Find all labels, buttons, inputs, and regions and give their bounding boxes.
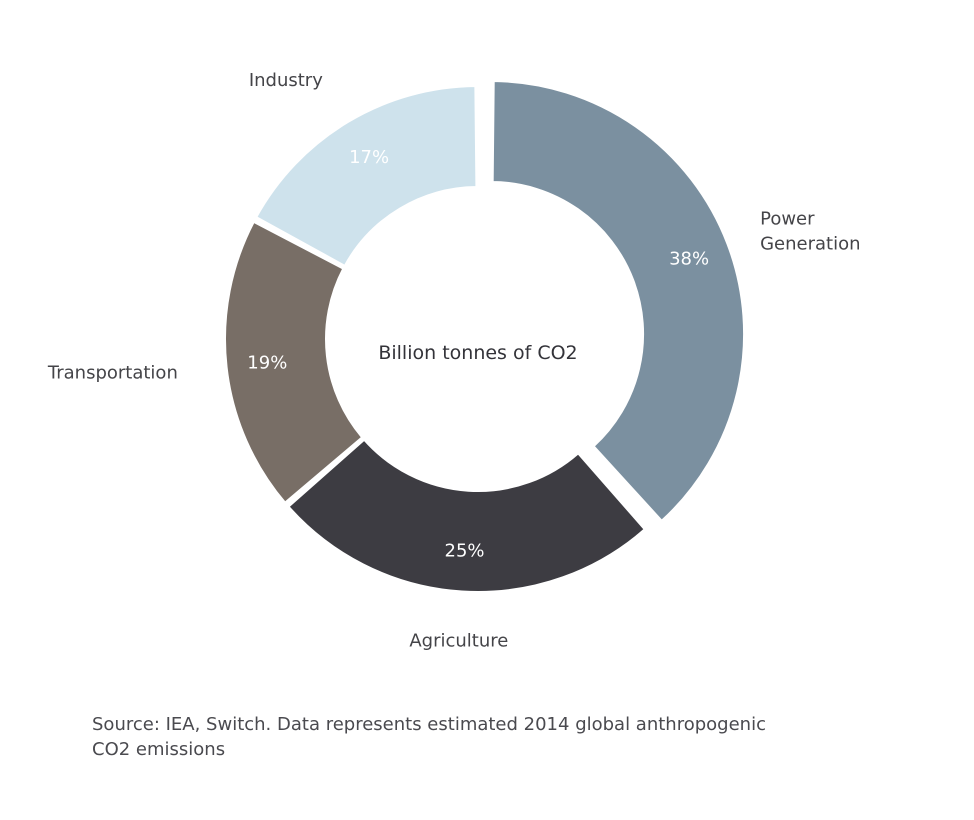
slice-category-label-transportation: Transportation	[47, 362, 178, 383]
center-label: Billion tonnes of CO2	[378, 342, 577, 364]
slice-category-label-industry: Industry	[249, 70, 323, 91]
category-labels-layer: Power Generation Agriculture Transportation…	[47, 70, 861, 652]
slice-value-label-transportation: 19%	[247, 352, 287, 373]
slice-value-label-agriculture: 25%	[445, 541, 485, 562]
slice-category-label-power-generation: Power Generation	[760, 209, 860, 255]
slice-agriculture	[287, 438, 647, 593]
slice-value-label-industry: 17%	[349, 147, 389, 168]
slice-value-label-power-generation: 38%	[669, 248, 709, 269]
source-note: Source: IEA, Switch. Data represents est…	[92, 714, 766, 760]
percent-labels-layer: 38% 25% 19% 17%	[247, 147, 709, 561]
slices-layer	[224, 80, 746, 593]
slice-category-label-agriculture: Agriculture	[409, 630, 508, 651]
slice-transportation	[224, 220, 364, 505]
slice-power-generation	[491, 80, 746, 523]
slice-industry	[254, 85, 478, 268]
